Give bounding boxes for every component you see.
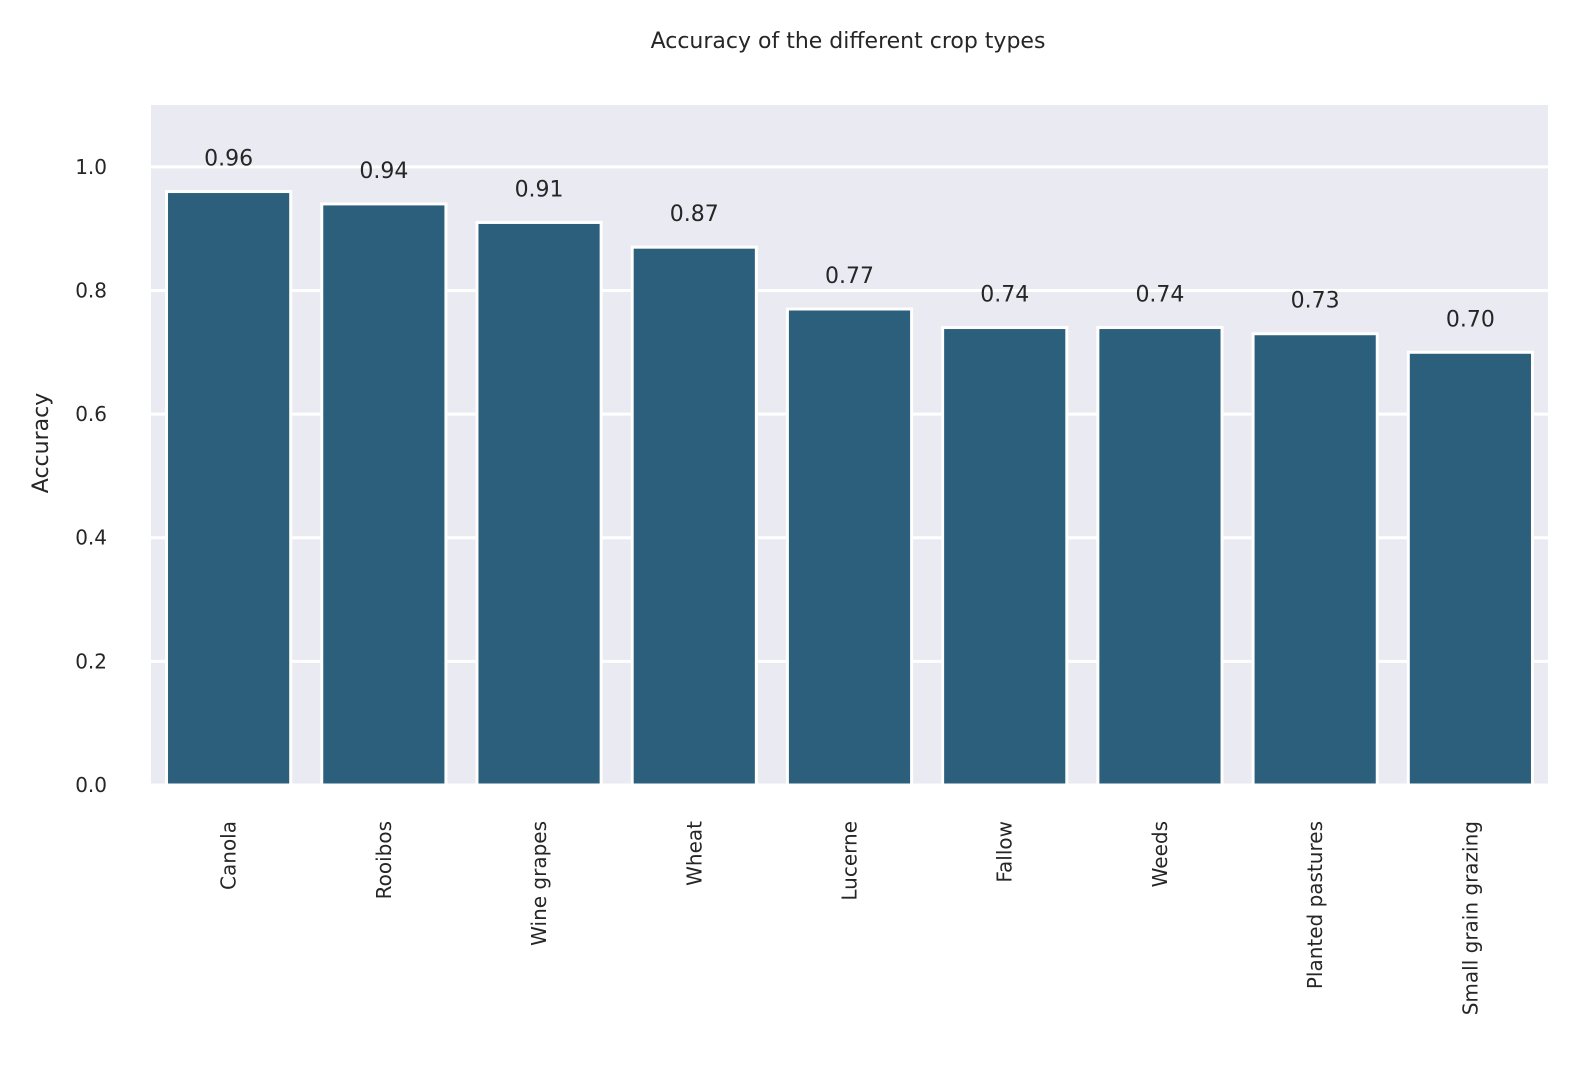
bar xyxy=(165,190,293,787)
data-label: 0.91 xyxy=(515,177,564,202)
bar xyxy=(1406,350,1534,787)
y-axis-label: Accuracy xyxy=(29,393,54,493)
data-label: 0.70 xyxy=(1446,307,1495,332)
bar xyxy=(630,245,758,787)
data-label: 0.74 xyxy=(980,283,1029,308)
chart-title: Accuracy of the different crop types xyxy=(651,29,1046,54)
x-tick-label: Small grain grazing xyxy=(1458,821,1482,1015)
x-axis-ticks: Canola Rooibos Wine grapes Wheat Lucerne Fall… xyxy=(217,821,1483,1015)
y-tick-label: 0.6 xyxy=(75,402,107,426)
data-label: 0.87 xyxy=(670,202,719,227)
bars xyxy=(165,190,1534,787)
x-tick-label: Planted pastures xyxy=(1303,821,1327,989)
x-tick-label: Rooibos xyxy=(372,821,396,899)
data-label: 0.77 xyxy=(825,264,874,289)
x-tick-label: Wheat xyxy=(682,821,706,886)
data-labels: 0.96 0.94 0.91 0.87 0.77 0.74 0.74 0.73 0.70 xyxy=(204,147,1495,333)
x-tick-label: Weeds xyxy=(1148,821,1172,887)
y-axis-ticks: 0.0 0.2 0.4 0.6 0.8 1.0 xyxy=(75,155,107,797)
bar xyxy=(1096,326,1224,787)
bar xyxy=(320,202,448,787)
bar xyxy=(785,307,914,787)
y-tick-label: 0.0 xyxy=(75,773,107,797)
data-label: 0.73 xyxy=(1291,289,1340,314)
y-tick-label: 0.2 xyxy=(75,649,107,673)
x-tick-label: Fallow xyxy=(993,821,1017,883)
y-tick-label: 0.4 xyxy=(75,526,107,550)
data-label: 0.94 xyxy=(359,159,408,184)
bar xyxy=(1251,332,1379,787)
data-label: 0.96 xyxy=(204,147,253,172)
bar xyxy=(475,220,603,787)
y-tick-label: 0.8 xyxy=(75,278,107,302)
y-tick-label: 1.0 xyxy=(75,155,107,179)
x-tick-label: Canola xyxy=(217,821,241,890)
data-label: 0.74 xyxy=(1135,283,1184,308)
bar xyxy=(941,326,1069,787)
x-tick-label: Wine grapes xyxy=(527,821,551,946)
x-tick-label: Lucerne xyxy=(838,821,862,901)
